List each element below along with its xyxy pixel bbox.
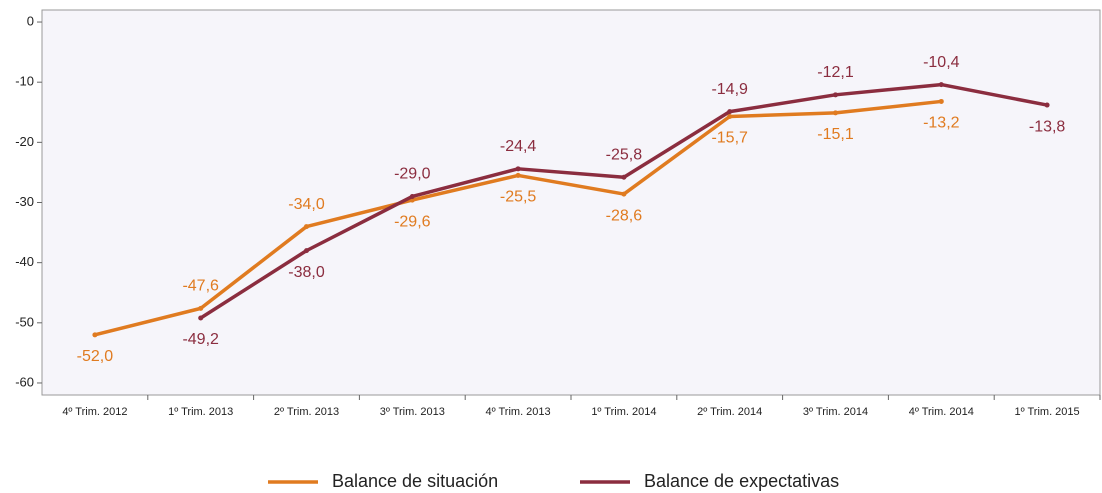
y-tick-label: -30 xyxy=(15,194,34,209)
point xyxy=(833,110,838,116)
value-label: -24,4 xyxy=(500,138,537,155)
point xyxy=(833,92,838,98)
x-tick-label: 1º Trim. 2014 xyxy=(591,406,656,418)
value-label: -52,0 xyxy=(77,348,114,365)
value-label: -25,8 xyxy=(606,146,643,163)
value-label: -15,1 xyxy=(817,126,854,143)
value-label: -13,8 xyxy=(1029,118,1066,135)
point xyxy=(515,166,521,172)
point xyxy=(409,193,415,199)
x-tick-label: 3º Trim. 2013 xyxy=(380,406,445,418)
x-tick-label: 3º Trim. 2014 xyxy=(803,406,868,418)
y-tick-label: -40 xyxy=(15,254,34,269)
x-tick-label: 4º Trim. 2012 xyxy=(62,406,127,418)
value-label: -15,7 xyxy=(711,130,748,147)
point xyxy=(304,248,309,254)
legend-label: Balance de expectativas xyxy=(644,471,839,491)
value-label: -10,4 xyxy=(923,54,960,71)
point xyxy=(938,98,944,104)
y-tick-label: 0 xyxy=(27,13,34,28)
value-label: -38,0 xyxy=(288,264,325,281)
value-label: -49,2 xyxy=(182,331,219,348)
y-tick-label: -50 xyxy=(15,314,34,329)
point xyxy=(304,224,309,230)
x-tick-label: 1º Trim. 2015 xyxy=(1015,406,1080,418)
value-label: -29,0 xyxy=(394,166,431,183)
plot-area xyxy=(41,9,1101,396)
point xyxy=(1044,102,1050,108)
value-label: -14,9 xyxy=(711,81,748,98)
x-tick-label: 4º Trim. 2013 xyxy=(486,406,551,418)
point xyxy=(727,109,733,115)
x-tick-label: 4º Trim. 2014 xyxy=(909,406,974,418)
x-tick-label: 1º Trim. 2013 xyxy=(168,406,233,418)
x-tick-label: 2º Trim. 2014 xyxy=(697,406,762,418)
y-tick-label: -60 xyxy=(15,374,34,389)
point xyxy=(198,305,204,311)
value-label: -25,5 xyxy=(500,189,537,206)
point xyxy=(198,315,204,321)
value-label: -34,0 xyxy=(288,196,325,213)
point xyxy=(938,82,944,88)
value-label: -28,6 xyxy=(606,207,643,224)
point xyxy=(727,113,733,119)
value-label: -29,6 xyxy=(394,213,431,230)
x-tick-label: 2º Trim. 2013 xyxy=(274,406,339,418)
point xyxy=(92,332,98,338)
y-tick-label: -20 xyxy=(15,134,34,149)
value-label: -13,2 xyxy=(923,115,960,132)
point xyxy=(621,174,627,180)
value-label: -47,6 xyxy=(182,278,219,295)
value-label: -12,1 xyxy=(817,64,854,81)
point xyxy=(621,191,627,197)
legend-label: Balance de situación xyxy=(332,471,498,491)
point xyxy=(515,172,521,178)
y-tick-label: -10 xyxy=(15,74,34,89)
